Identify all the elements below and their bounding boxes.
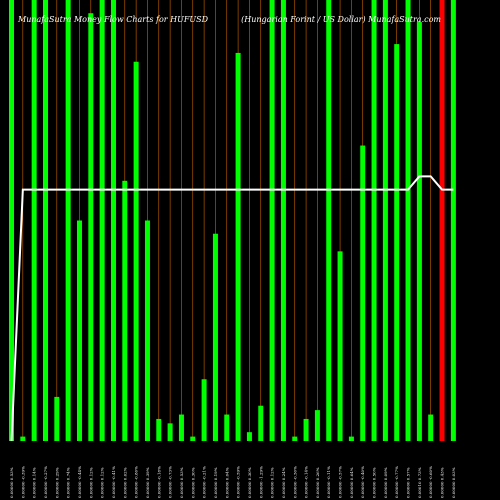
bar-10	[122, 180, 128, 441]
chart-title-right: (Hungarian Forint / US Dollar) MunafaSut…	[241, 15, 441, 24]
date-label-28: 0.00000 -0.11%	[326, 466, 331, 498]
bar-20	[235, 52, 241, 442]
date-label-21: 0.00000 0.30%	[247, 467, 252, 498]
bar-18	[212, 233, 218, 441]
date-label-33: 0.00000 0.09%	[383, 467, 388, 498]
date-label-15: 0.00000 0.53%	[179, 467, 184, 498]
bar-36	[416, 22, 422, 442]
date-label-25: 0.00000 -0.50%	[292, 466, 297, 498]
date-label-5: 0.00000 0.74%	[66, 467, 71, 498]
date-label-14: 0.00000 -0.73%	[168, 466, 173, 498]
date-label-22: 0.00000 -1.29%	[258, 466, 263, 498]
date-label-26: 0.00000 -0.14%	[304, 466, 309, 498]
date-label-4: 0.00000 0.29%	[54, 467, 59, 498]
bar-29	[337, 251, 343, 441]
bar-13	[156, 418, 162, 441]
date-label-3: 0.00000 -0.27%	[43, 466, 48, 498]
bar-2	[31, 0, 37, 441]
date-label-38: 0.00000 0.43%	[440, 467, 445, 498]
bar-39	[450, 0, 456, 441]
bar-11	[133, 61, 139, 442]
date-label-7: 0.00000 0.12%	[88, 467, 93, 498]
mfi-line-group	[10, 175, 454, 442]
bar-8	[99, 0, 105, 441]
bar-28	[326, 0, 332, 441]
bar-12	[144, 220, 150, 441]
bar-5	[65, 0, 71, 441]
bar-30	[348, 436, 354, 441]
bar-37	[428, 414, 434, 441]
date-label-9: 0.00000 -0.41%	[111, 466, 116, 498]
bar-34	[394, 44, 400, 441]
bar-17	[201, 379, 207, 441]
date-label-39: 0.00000 0.03%	[451, 467, 456, 498]
bar-9	[110, 0, 116, 441]
bar-3	[42, 0, 48, 441]
bar-14	[167, 423, 173, 441]
date-label-30: 0.00000 0.64%	[349, 467, 354, 498]
date-labels: 0.00000 0.53% 0.00000 -0.39% 0.00000 0.14%…	[9, 466, 456, 498]
date-label-24: 0.00000 0.24%	[281, 467, 286, 498]
date-label-1: 0.00000 -0.39%	[20, 466, 25, 498]
date-label-11: 0.00000 -0.86%	[134, 466, 139, 498]
date-label-20: 0.00000 -0.59%	[236, 466, 241, 498]
bar-23	[269, 0, 275, 441]
date-label-10: 0.00000 0.62%	[122, 467, 127, 498]
date-label-27: 0.00000 0.26%	[315, 467, 320, 498]
bar-35	[405, 0, 411, 441]
date-label-19: 0.00000 0.04%	[224, 467, 229, 498]
bar-4	[54, 396, 60, 441]
date-label-23: 0.00000 0.12%	[270, 467, 275, 498]
date-label-17: 0.00000 -0.21%	[202, 466, 207, 498]
bar-1	[20, 436, 26, 441]
date-label-34: 0.00000 -0.77%	[394, 466, 399, 498]
date-label-8: 0.00000 0.12%	[100, 467, 105, 498]
date-label-37: 0.00000 -0.60%	[428, 466, 433, 498]
date-label-0: 0.00000 0.53%	[9, 467, 14, 498]
bar-32	[371, 0, 377, 441]
bar-33	[382, 0, 388, 441]
bar-27	[314, 410, 320, 441]
bar-7	[88, 13, 94, 441]
bar-26	[303, 418, 309, 441]
date-label-6: 0.00000 -0.44%	[77, 466, 82, 498]
date-label-32: 0.00000 0.50%	[372, 467, 377, 498]
mfi-line	[10, 175, 454, 442]
date-label-31: 0.00000 -0.40%	[360, 466, 365, 498]
date-label-36: 0.00010 0.73%	[417, 467, 422, 498]
bar-38	[439, 0, 445, 441]
bars	[9, 0, 456, 442]
date-label-35: 0.00000 0.57%	[406, 467, 411, 498]
bar-6	[76, 220, 82, 441]
bar-19	[224, 414, 230, 441]
date-label-18: 0.00000 0.19%	[213, 467, 218, 498]
date-label-13: 0.00000 -0.18%	[156, 466, 161, 498]
chart-title-left: MunafaSutra Money Flow Charts for HUFUSD	[17, 15, 209, 24]
date-label-12: 0.00000 0.39%	[145, 467, 150, 498]
bar-21	[246, 432, 252, 441]
date-label-2: 0.00000 0.14%	[32, 467, 37, 498]
bar-22	[258, 405, 264, 441]
bar-15	[178, 414, 184, 441]
bar-24	[280, 0, 286, 441]
date-label-16: 0.00000 0.30%	[190, 467, 195, 498]
bar-0	[9, 0, 14, 441]
date-label-29: 0.00000 -0.57%	[338, 466, 343, 498]
bar-16	[190, 436, 196, 441]
bar-31	[360, 145, 366, 441]
bar-25	[292, 436, 298, 441]
